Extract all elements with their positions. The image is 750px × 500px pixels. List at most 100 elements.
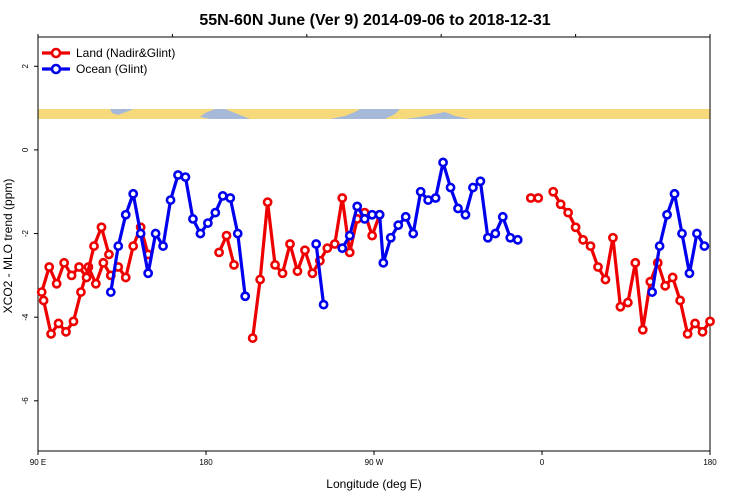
x-tick-label: 0 xyxy=(540,458,545,467)
data-point xyxy=(113,241,124,251)
data-point xyxy=(188,214,198,224)
data-point xyxy=(600,274,611,285)
data-point xyxy=(692,228,702,239)
data-point xyxy=(669,188,680,199)
data-point xyxy=(570,222,581,233)
data-point xyxy=(307,268,318,279)
series-land xyxy=(36,186,715,343)
legend-label: Ocean (Glint) xyxy=(76,62,147,76)
y-tick-label: -2 xyxy=(21,229,30,237)
data-point xyxy=(555,199,566,210)
world-map-strip xyxy=(38,109,710,119)
data-point xyxy=(225,193,236,203)
data-point xyxy=(74,262,84,272)
data-point xyxy=(120,272,131,283)
data-point xyxy=(578,234,588,245)
data-point xyxy=(385,232,396,243)
data-point xyxy=(684,268,695,279)
data-point xyxy=(374,209,385,220)
data-point xyxy=(615,301,626,312)
data-point xyxy=(630,257,641,268)
data-point xyxy=(662,209,672,220)
data-point xyxy=(292,266,303,277)
data-point xyxy=(490,228,501,239)
data-point xyxy=(165,195,176,205)
data-point xyxy=(311,239,322,249)
data-point xyxy=(270,260,280,270)
series-line xyxy=(314,243,326,305)
data-point xyxy=(135,228,146,239)
data-point xyxy=(44,262,55,272)
data-point xyxy=(400,211,411,222)
data-point xyxy=(277,268,288,279)
data-point xyxy=(210,207,221,218)
data-point xyxy=(120,209,131,220)
y-axis-label: XCO2 - MLO trend (ppm) xyxy=(1,179,15,314)
legend-marker xyxy=(50,47,62,59)
data-point xyxy=(104,249,114,260)
data-point xyxy=(38,295,49,306)
y-tick-label: 0 xyxy=(21,147,30,152)
data-point xyxy=(585,241,596,251)
data-point xyxy=(682,329,693,339)
data-point xyxy=(608,232,618,243)
data-point xyxy=(221,230,232,241)
data-point xyxy=(337,193,348,203)
plot-frame xyxy=(37,36,711,452)
data-point xyxy=(445,182,456,193)
data-point xyxy=(593,262,603,272)
data-point xyxy=(423,195,434,205)
data-point xyxy=(367,230,378,241)
data-point xyxy=(53,318,64,329)
data-point xyxy=(285,239,295,249)
data-point xyxy=(667,272,678,283)
data-point xyxy=(525,193,536,203)
data-point xyxy=(329,239,340,249)
data-point xyxy=(262,197,273,208)
data-point xyxy=(705,316,715,327)
data-point xyxy=(229,260,239,270)
data-point xyxy=(195,228,206,239)
data-point xyxy=(90,278,101,289)
data-point xyxy=(76,287,86,297)
legend-label: Land (Nadir&Glint) xyxy=(76,46,175,60)
data-point xyxy=(344,247,355,258)
data-point xyxy=(105,287,116,297)
data-point xyxy=(460,209,471,220)
data-point xyxy=(497,211,508,222)
data-point xyxy=(322,243,333,254)
data-point xyxy=(59,257,70,268)
data-point xyxy=(180,172,191,182)
data-point xyxy=(128,188,139,199)
plot-area xyxy=(36,157,715,343)
data-point xyxy=(173,170,183,180)
data-point xyxy=(505,232,516,243)
data-point xyxy=(533,193,544,203)
y-tick-label: -6 xyxy=(21,397,30,405)
x-tick-label: 90 W xyxy=(365,458,384,467)
axes: 90 E 180 90 W 0 180 2 0 -2 -4 -6 xyxy=(21,34,717,467)
data-point xyxy=(482,232,493,243)
data-point xyxy=(68,316,79,327)
data-point xyxy=(697,326,708,337)
data-point xyxy=(61,326,71,337)
series-ocean xyxy=(105,157,710,310)
data-point xyxy=(255,274,266,285)
data-point xyxy=(36,287,47,297)
data-point xyxy=(98,257,109,268)
data-point xyxy=(468,182,478,193)
data-point xyxy=(359,214,370,224)
data-point xyxy=(81,272,92,283)
series-line xyxy=(40,225,111,293)
data-point xyxy=(217,191,228,201)
data-point xyxy=(512,234,523,245)
data-point xyxy=(128,241,139,251)
data-point xyxy=(232,228,243,239)
x-tick-label: 180 xyxy=(199,458,213,467)
data-point xyxy=(453,203,463,214)
data-point xyxy=(393,220,404,231)
data-point xyxy=(430,193,441,203)
data-point xyxy=(408,228,419,239)
data-point xyxy=(660,280,671,291)
data-point xyxy=(654,241,665,251)
